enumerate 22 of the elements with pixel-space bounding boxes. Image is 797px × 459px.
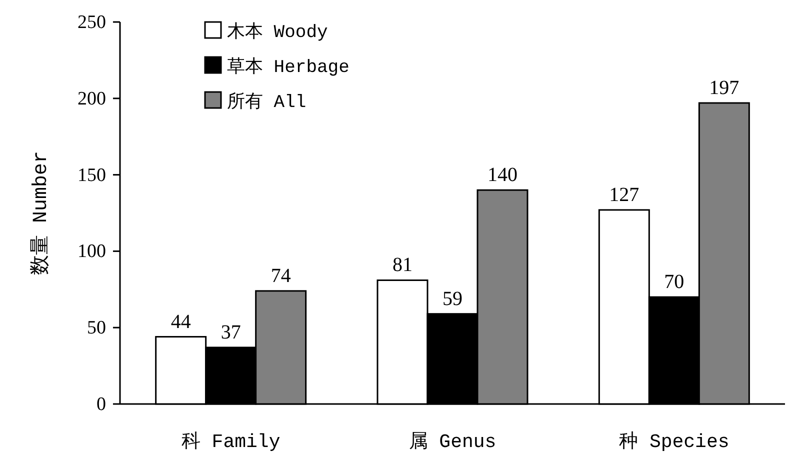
x-tick-label: 属 Genus <box>408 431 496 453</box>
x-tick-label: 种 Species <box>619 431 730 453</box>
y-tick-label: 250 <box>78 12 106 33</box>
y-tick-label: 0 <box>96 394 106 415</box>
data-label: 37 <box>220 321 241 344</box>
legend-label: 草本 Herbage <box>227 57 350 78</box>
data-label: 127 <box>609 184 640 206</box>
data-label: 59 <box>442 288 462 310</box>
y-tick-label: 50 <box>87 318 106 339</box>
y-axis-title: 数量 Number <box>30 150 53 276</box>
data-label: 74 <box>270 264 291 287</box>
data-label: 70 <box>664 271 684 294</box>
legend-label: 所有 All <box>227 92 306 113</box>
data-label: 197 <box>709 76 740 99</box>
y-tick-label: 200 <box>78 88 106 110</box>
y-tick-label: 100 <box>78 241 106 262</box>
data-label: 44 <box>170 310 191 333</box>
y-tick-label: 150 <box>78 164 106 186</box>
data-label: 140 <box>488 164 518 186</box>
legend-label: 木本 Woody <box>227 22 328 43</box>
x-tick-label: 科 Family <box>181 431 280 453</box>
data-label: 81 <box>392 254 412 276</box>
